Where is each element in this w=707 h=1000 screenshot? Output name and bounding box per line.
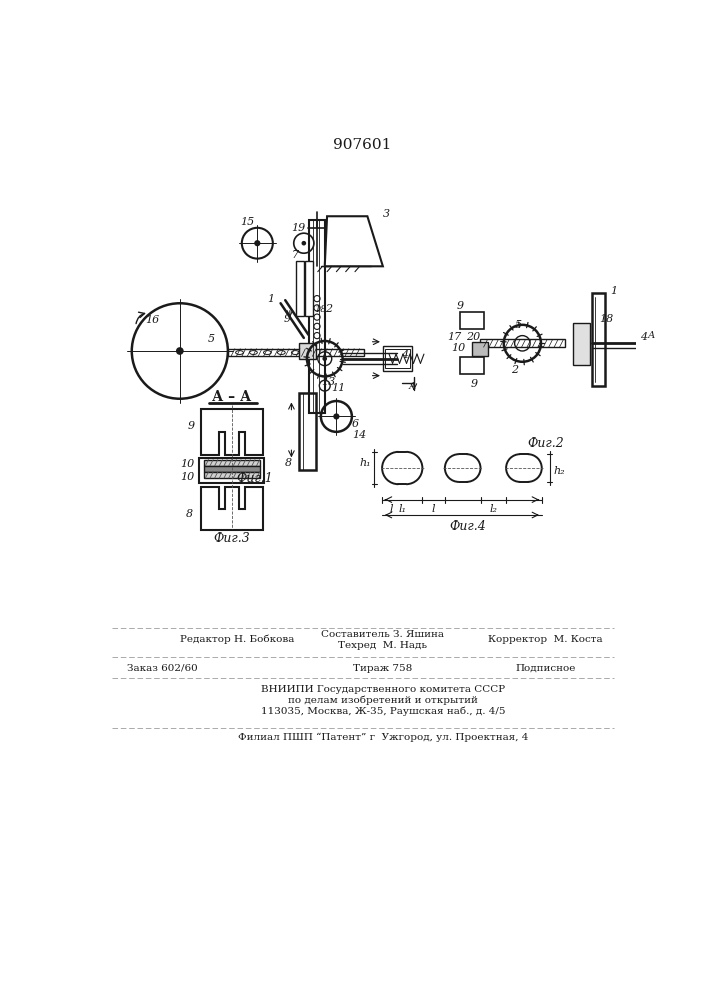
Bar [592,293,604,386]
Text: по делам изобретений и открытий: по делам изобретений и открытий [288,696,478,705]
Bar [460,312,484,329]
Text: 18: 18 [315,305,327,314]
Text: Подписное: Подписное [515,664,575,673]
Bar [460,357,484,374]
Circle shape [322,356,327,361]
Text: ВНИИПИ Государственного комитета СССР: ВНИИПИ Государственного комитета СССР [261,685,505,694]
Text: 8: 8 [285,458,292,468]
Ellipse shape [264,351,271,354]
Text: Техред  М. Надь: Техред М. Надь [339,641,427,650]
Bar [309,220,325,413]
Bar [383,346,412,371]
Text: 15: 15 [240,217,255,227]
Text: 5: 5 [515,320,522,330]
Text: 14: 14 [353,430,367,440]
Text: h₂: h₂ [553,466,565,476]
Text: Редактор Н. Бобкова: Редактор Н. Бобкова [180,634,294,644]
Text: 8: 8 [185,509,193,519]
Polygon shape [201,487,263,530]
Text: l: l [390,504,393,514]
Text: 16: 16 [145,315,159,325]
Circle shape [301,241,306,246]
Bar [204,460,259,466]
Text: 1: 1 [610,286,617,296]
Circle shape [255,240,260,246]
Text: 19: 19 [291,223,305,233]
Text: 9: 9 [284,314,291,324]
Bar [305,261,313,316]
Text: 18: 18 [599,314,613,324]
Ellipse shape [250,351,257,354]
Text: 10: 10 [452,343,466,353]
Bar [204,472,259,478]
Bar [480,339,565,347]
Polygon shape [325,216,383,266]
Text: 113035, Москва, Ж-35, Раушская наб., д. 4/5: 113035, Москва, Ж-35, Раушская наб., д. … [261,707,505,716]
Text: 9: 9 [471,379,478,389]
Circle shape [333,413,339,420]
Bar [573,323,590,365]
Bar [299,393,316,470]
Bar [472,342,488,356]
Text: 20: 20 [467,332,481,342]
Ellipse shape [277,351,285,354]
Text: 10: 10 [180,459,194,469]
Text: 907601: 907601 [333,138,391,152]
Text: Тираж 758: Тираж 758 [354,664,412,673]
Text: 9: 9 [457,301,464,311]
Text: 4: 4 [401,350,408,360]
Text: Фиг.2: Фиг.2 [527,437,564,450]
Text: Филиал ПШП “Патент” г  Ужгород, ул. Проектная, 4: Филиал ПШП “Патент” г Ужгород, ул. Проек… [238,733,528,742]
Text: 13: 13 [322,377,336,387]
Text: 2: 2 [325,304,332,314]
Text: 7: 7 [292,250,299,260]
Text: А – А: А – А [212,390,252,404]
Text: 5: 5 [207,334,214,344]
Text: l₂: l₂ [489,504,497,514]
Bar [299,343,316,359]
Bar [228,349,363,356]
Text: l₁: l₁ [398,504,407,514]
Text: 2: 2 [511,365,518,375]
Bar [385,349,410,368]
Text: 10: 10 [180,472,194,482]
Text: Составитель З. Яшина: Составитель З. Яшина [322,630,445,639]
Text: 17: 17 [447,332,461,342]
Text: 6: 6 [351,419,358,429]
Text: 1: 1 [267,294,274,304]
Text: h₁: h₁ [359,458,371,468]
Text: l: l [432,504,436,514]
Text: 4: 4 [641,332,648,342]
Ellipse shape [235,351,243,354]
Text: А: А [409,382,416,391]
Circle shape [176,347,184,355]
Bar [199,458,264,483]
Text: Фиг.1: Фиг.1 [237,472,274,485]
Text: Фиг.4: Фиг.4 [450,520,486,533]
Polygon shape [201,409,263,455]
Text: Корректор  М. Коста: Корректор М. Коста [489,635,603,644]
Text: А: А [648,331,655,340]
Ellipse shape [291,351,299,354]
Text: 9: 9 [188,421,195,431]
Text: 11: 11 [332,383,346,393]
Text: 3: 3 [383,209,390,219]
Text: Фиг.3: Фиг.3 [214,532,250,545]
Text: Заказ 602/60: Заказ 602/60 [127,664,197,673]
Bar [296,261,304,316]
Bar [204,466,259,472]
